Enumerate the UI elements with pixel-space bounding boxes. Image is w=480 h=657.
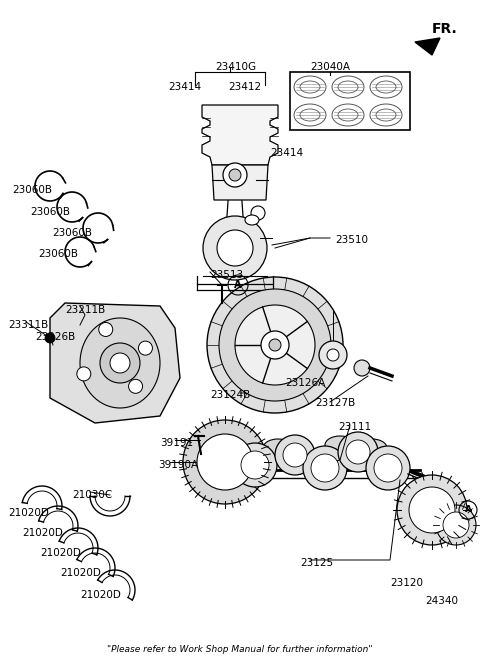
- Circle shape: [241, 451, 269, 479]
- Text: 23125: 23125: [300, 558, 333, 568]
- Text: FR.: FR.: [432, 22, 458, 36]
- Text: 24340: 24340: [425, 596, 458, 606]
- Text: 39190A: 39190A: [158, 460, 198, 470]
- Circle shape: [436, 505, 476, 545]
- Text: 23060B: 23060B: [52, 228, 92, 238]
- Circle shape: [99, 323, 113, 336]
- Circle shape: [138, 341, 153, 355]
- Text: 21020D: 21020D: [60, 568, 101, 578]
- Text: 23127B: 23127B: [315, 398, 355, 408]
- Circle shape: [303, 446, 347, 490]
- Text: 21020D: 21020D: [40, 548, 81, 558]
- Text: 21020D: 21020D: [22, 528, 63, 538]
- Polygon shape: [212, 165, 268, 200]
- Circle shape: [374, 454, 402, 482]
- Circle shape: [100, 343, 140, 383]
- Circle shape: [251, 206, 265, 220]
- Circle shape: [129, 379, 143, 394]
- Text: 23513: 23513: [210, 270, 243, 280]
- Circle shape: [327, 349, 339, 361]
- Circle shape: [275, 435, 315, 475]
- Text: 23060B: 23060B: [12, 185, 52, 195]
- Circle shape: [229, 169, 241, 181]
- Circle shape: [443, 512, 469, 538]
- Circle shape: [409, 487, 455, 533]
- Text: 23226B: 23226B: [35, 332, 75, 342]
- Circle shape: [397, 475, 467, 545]
- Text: 23111: 23111: [338, 422, 371, 432]
- Circle shape: [207, 277, 343, 413]
- Circle shape: [77, 367, 91, 381]
- Circle shape: [217, 230, 253, 266]
- Ellipse shape: [245, 215, 259, 225]
- Text: 39191: 39191: [160, 438, 193, 448]
- Text: 23414: 23414: [270, 148, 303, 158]
- Circle shape: [346, 440, 370, 464]
- Circle shape: [366, 446, 410, 490]
- Text: 23412: 23412: [228, 82, 261, 92]
- Circle shape: [219, 289, 331, 401]
- Text: 23510: 23510: [335, 235, 368, 245]
- Ellipse shape: [357, 439, 387, 457]
- Text: 23124B: 23124B: [210, 390, 250, 400]
- Text: 23414: 23414: [168, 82, 201, 92]
- Circle shape: [233, 443, 277, 487]
- Circle shape: [261, 331, 289, 359]
- Text: A: A: [234, 280, 242, 290]
- Circle shape: [338, 432, 378, 472]
- FancyBboxPatch shape: [290, 72, 410, 130]
- Polygon shape: [202, 105, 278, 165]
- Text: 21020D: 21020D: [8, 508, 49, 518]
- Circle shape: [110, 353, 130, 373]
- Text: 21030C: 21030C: [72, 490, 112, 500]
- Circle shape: [203, 216, 267, 280]
- Text: 23120: 23120: [390, 578, 423, 588]
- Circle shape: [235, 305, 315, 385]
- Circle shape: [283, 443, 307, 467]
- Ellipse shape: [80, 318, 160, 408]
- Ellipse shape: [263, 439, 293, 457]
- Circle shape: [45, 333, 55, 343]
- Text: 23410G: 23410G: [215, 62, 256, 72]
- Polygon shape: [50, 303, 180, 423]
- Circle shape: [197, 434, 253, 490]
- Text: A: A: [465, 505, 471, 514]
- Polygon shape: [415, 38, 440, 55]
- Text: 23211B: 23211B: [65, 305, 105, 315]
- Text: 23126A: 23126A: [285, 378, 325, 388]
- Text: 21020D: 21020D: [80, 590, 121, 600]
- Text: "Please refer to Work Shop Manual for further information": "Please refer to Work Shop Manual for fu…: [107, 645, 373, 654]
- Text: 23060B: 23060B: [38, 249, 78, 259]
- Circle shape: [223, 163, 247, 187]
- Circle shape: [319, 341, 347, 369]
- Circle shape: [311, 454, 339, 482]
- Text: 23060B: 23060B: [30, 207, 70, 217]
- Text: 23311B: 23311B: [8, 320, 48, 330]
- Text: 23040A: 23040A: [310, 62, 350, 72]
- Ellipse shape: [325, 436, 355, 454]
- Circle shape: [183, 420, 267, 504]
- Circle shape: [354, 360, 370, 376]
- Circle shape: [269, 339, 281, 351]
